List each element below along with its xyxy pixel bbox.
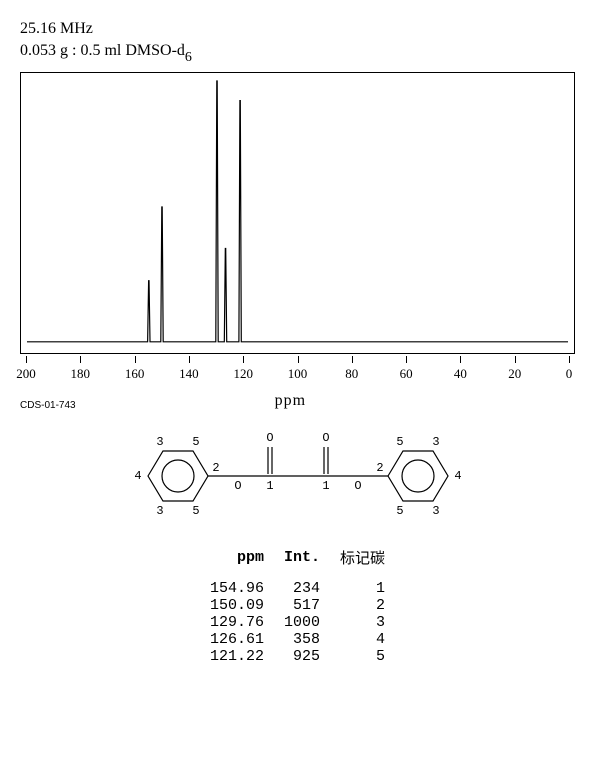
axis-tick-label: 200 [16, 366, 36, 382]
atom-label: 3 [156, 504, 163, 518]
atom-label: 3 [432, 435, 439, 449]
cell-ppm: 129.76 [200, 614, 274, 631]
dataset-code: CDS-01-743 [20, 400, 76, 411]
axis-tick [26, 356, 27, 363]
sample-subscript: 6 [185, 50, 192, 65]
atom-label: 2 [212, 461, 219, 475]
atom-label: O [322, 431, 329, 445]
axis-tick [515, 356, 516, 363]
table-row: 154.962341 [200, 580, 395, 597]
cell-c: 2 [330, 597, 395, 614]
col-carbon: 标记碳 [330, 545, 395, 570]
atom-label: 1 [266, 479, 273, 493]
atom-label: O [266, 431, 273, 445]
axis-tick-label: 60 [400, 366, 413, 382]
atom-label: 3 [432, 504, 439, 518]
table-header-row: ppm Int. 标记碳 [200, 545, 395, 570]
axis-tick-label: 180 [71, 366, 91, 382]
x-axis: 200180160140120100806040200 [20, 356, 575, 396]
axis-tick [135, 356, 136, 363]
atom-label: O [354, 479, 361, 493]
axis-tick [460, 356, 461, 363]
cell-int: 234 [274, 580, 330, 597]
axis-tick-label: 40 [454, 366, 467, 382]
col-int: Int. [274, 545, 330, 570]
axis-tick [569, 356, 570, 363]
atom-label: O [234, 479, 241, 493]
atom-label: 4 [134, 469, 141, 483]
cell-ppm: 154.96 [200, 580, 274, 597]
axis-tick-label: 20 [508, 366, 521, 382]
spectrum-trace [27, 81, 568, 342]
axis-tick [243, 356, 244, 363]
cell-ppm: 150.09 [200, 597, 274, 614]
cell-c: 5 [330, 648, 395, 665]
table-row: 150.095172 [200, 597, 395, 614]
axis-tick-label: 100 [288, 366, 308, 382]
axis-tick-label: 80 [345, 366, 358, 382]
spectrum-plot [20, 72, 575, 354]
axis-tick [352, 356, 353, 363]
atom-label: 3 [156, 435, 163, 449]
sample-label: 0.053 g : 0.5 ml DMSO-d6 [20, 42, 575, 60]
cell-int: 1000 [274, 614, 330, 631]
cell-int: 517 [274, 597, 330, 614]
table-row: 126.613584 [200, 631, 395, 648]
atom-label: 5 [192, 435, 199, 449]
atom-label: 1 [322, 479, 329, 493]
atom-label: 4 [454, 469, 461, 483]
molecule-structure: 3 5 4 3 5 2 5 3 4 5 3 2 O 1 O 1 O O [20, 421, 575, 531]
peak-table: ppm Int. 标记碳 154.962341150.095172129.761… [20, 545, 575, 665]
cell-ppm: 121.22 [200, 648, 274, 665]
cell-ppm: 126.61 [200, 631, 274, 648]
structure-svg: 3 5 4 3 5 2 5 3 4 5 3 2 O 1 O 1 O O [108, 421, 488, 531]
cell-c: 1 [330, 580, 395, 597]
cell-c: 4 [330, 631, 395, 648]
axis-tick-label: 140 [179, 366, 199, 382]
axis-tick-label: 0 [566, 366, 573, 382]
table-row: 129.7610003 [200, 614, 395, 631]
cell-int: 358 [274, 631, 330, 648]
axis-tick-label: 120 [233, 366, 253, 382]
cell-c: 3 [330, 614, 395, 631]
col-ppm: ppm [200, 545, 274, 570]
axis-tick [189, 356, 190, 363]
cell-int: 925 [274, 648, 330, 665]
atom-label: 2 [376, 461, 383, 475]
axis-tick [298, 356, 299, 363]
axis-tick [80, 356, 81, 363]
axis-tick-label: 160 [125, 366, 145, 382]
atom-label: 5 [396, 435, 403, 449]
axis-tick [406, 356, 407, 363]
sample-text: 0.053 g : 0.5 ml DMSO-d [20, 42, 185, 59]
atom-label: 5 [192, 504, 199, 518]
table-row: 121.229255 [200, 648, 395, 665]
atom-label: 5 [396, 504, 403, 518]
frequency-label: 25.16 MHz [20, 20, 575, 38]
spectrum-svg [21, 73, 574, 353]
